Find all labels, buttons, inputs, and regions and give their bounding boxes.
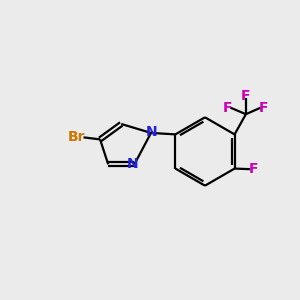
Text: F: F bbox=[249, 162, 259, 176]
Text: Br: Br bbox=[68, 130, 86, 144]
Text: N: N bbox=[146, 125, 158, 139]
Text: N: N bbox=[127, 157, 139, 171]
Text: F: F bbox=[259, 100, 268, 115]
Text: F: F bbox=[241, 89, 250, 103]
Text: F: F bbox=[223, 100, 232, 115]
